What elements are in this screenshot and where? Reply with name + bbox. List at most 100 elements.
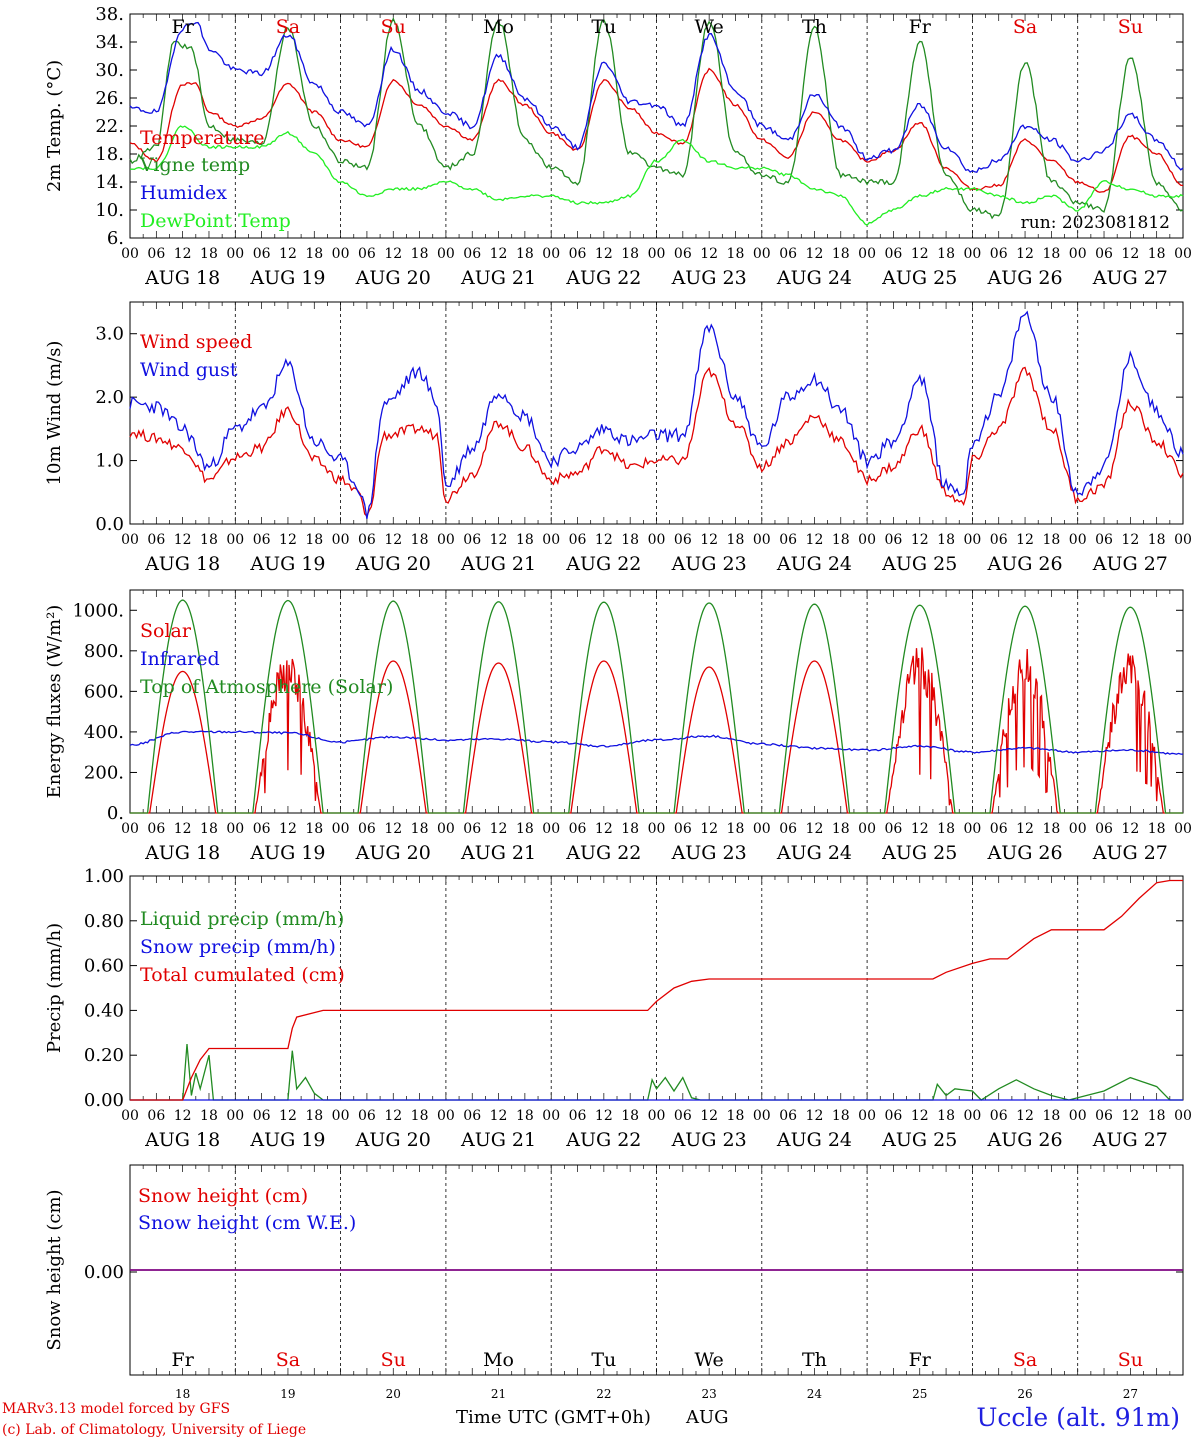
weekday-label: Su (381, 1349, 406, 1371)
weekday-label: Su (381, 16, 406, 38)
x-date-label: AUG 24 (776, 1129, 852, 1151)
x-hour-label: 06 (990, 246, 1008, 262)
x-hour-label: 00 (437, 821, 455, 837)
y-axis-title: 2m Temp. (°C) (44, 60, 65, 192)
x-hour-label: 12 (700, 246, 718, 262)
x-hour-label: 18 (1148, 1108, 1166, 1124)
x-hour-label: 18 (621, 821, 639, 837)
panel-4: 1.00 0.80 0.60 0.40 0.20 0.00 Precip (mm/h) Liq… (44, 866, 1192, 1151)
x-hour-label: 18 (727, 1108, 745, 1124)
plot-frame (129, 13, 1184, 239)
series-top-of-atmosphere-solar- (130, 599, 1183, 814)
weekday-label: Th (802, 16, 827, 38)
x-hour-label: 18 (832, 821, 850, 837)
legend-entry: DewPoint Temp (140, 210, 291, 232)
day-number-label: 26 (1017, 1387, 1032, 1401)
x-hour-label: 12 (174, 1108, 192, 1124)
x-hour-label: 06 (779, 246, 797, 262)
x-hour-label: 18 (516, 1108, 534, 1124)
x-hour-label: 00 (332, 532, 350, 548)
weekday-label: Sa (1013, 16, 1037, 38)
legend-entry: Wind gust (140, 359, 238, 381)
day-number-label: 23 (702, 1387, 717, 1401)
legend-entry: Snow height (cm) (138, 1185, 308, 1207)
x-date-label: AUG 23 (671, 842, 747, 864)
x-hour-label: 00 (963, 532, 981, 548)
weekday-label: Fr (172, 1349, 195, 1371)
x-hour-label: 12 (1016, 532, 1034, 548)
x-hour-label: 00 (226, 532, 244, 548)
x-hour-label: 00 (121, 532, 139, 548)
x-hour-label: 00 (1069, 246, 1087, 262)
footer-model: MARv3.13 model forced by GFS (2, 1401, 230, 1417)
x-hour-label: 12 (384, 532, 402, 548)
x-hour-label: 06 (674, 246, 692, 262)
legend-entry: Vigne temp (139, 154, 250, 176)
x-hour-label: 18 (727, 821, 745, 837)
legend-entry: Infrared (140, 648, 220, 670)
x-hour-label: 18 (305, 246, 323, 262)
x-hour-label: 06 (463, 246, 481, 262)
x-hour-label: 06 (569, 532, 587, 548)
day-number-label: 20 (386, 1387, 401, 1401)
x-date-label: AUG 20 (355, 553, 431, 575)
x-date-label: AUG 27 (1092, 842, 1168, 864)
x-date-label: AUG 19 (249, 267, 325, 289)
weekday-label: We (695, 1349, 724, 1371)
series-wind-gust (129, 310, 1184, 520)
x-hour-label: 00 (858, 532, 876, 548)
x-hour-label: 06 (358, 821, 376, 837)
y-tick-label: 0.0 (95, 514, 124, 535)
x-date-label: AUG 23 (671, 1129, 747, 1151)
x-hour-label: 00 (332, 1108, 350, 1124)
x-hour-label: 18 (411, 246, 429, 262)
x-date-label: AUG 20 (355, 267, 431, 289)
x-date-label: AUG 21 (460, 267, 536, 289)
x-date-label: AUG 24 (776, 267, 852, 289)
x-date-label: AUG 21 (460, 553, 536, 575)
x-hour-label: 12 (1121, 246, 1139, 262)
x-hour-label: 12 (911, 532, 929, 548)
x-hour-label: 12 (490, 532, 508, 548)
y-tick-label: 0.60 (84, 956, 124, 977)
x-hour-label: 06 (885, 532, 903, 548)
series-vigne-temp (129, 17, 1184, 220)
series-liquid-precip-mm-h- (130, 1043, 1183, 1101)
x-hour-label: 18 (1148, 821, 1166, 837)
x-hour-label: 06 (147, 532, 165, 548)
x-hour-label: 12 (174, 246, 192, 262)
x-date-label: AUG 26 (986, 553, 1062, 575)
x-hour-label: 06 (674, 1108, 692, 1124)
y-tick-label: 38. (95, 4, 124, 25)
x-hour-label: 18 (200, 246, 218, 262)
x-hour-label: 00 (963, 246, 981, 262)
panel-5: 0.00 Snow height (cm) Snow height (cm) Snow… (44, 1164, 1184, 1376)
x-hour-label: 18 (516, 821, 534, 837)
weekday-label: Su (1118, 16, 1143, 38)
y-tick-label: 26. (95, 88, 124, 109)
series-wind-speed (129, 366, 1184, 518)
x-date-label: AUG 24 (776, 553, 852, 575)
x-hour-label: 06 (253, 246, 271, 262)
legend-entry: Wind speed (140, 331, 252, 353)
legend-entry: Solar (140, 620, 192, 642)
x-hour-label: 12 (1016, 1108, 1034, 1124)
x-hour-label: 12 (1121, 821, 1139, 837)
x-hour-label: 18 (727, 246, 745, 262)
x-hour-label: 18 (305, 821, 323, 837)
x-hour-label: 12 (174, 532, 192, 548)
x-hour-label: 12 (490, 1108, 508, 1124)
day-number-label: 27 (1123, 1387, 1138, 1401)
x-date-label: AUG 25 (881, 267, 957, 289)
y-tick-label: 10. (95, 200, 124, 221)
x-date-label: AUG 24 (776, 842, 852, 864)
series-humidex (129, 21, 1184, 173)
x-hour-label: 18 (937, 532, 955, 548)
x-hour-label: 06 (990, 532, 1008, 548)
y-tick-label: 1.00 (84, 866, 124, 887)
panel-1: 38. 34. 30. 26. 22. 18. 14. 10. 6. 2m Temp. (°C) T… (44, 4, 1192, 289)
station-label: Uccle (alt. 91m) (976, 1403, 1180, 1432)
x-hour-label: 12 (279, 532, 297, 548)
x-hour-label: 18 (1042, 246, 1060, 262)
x-date-label: AUG 25 (881, 842, 957, 864)
